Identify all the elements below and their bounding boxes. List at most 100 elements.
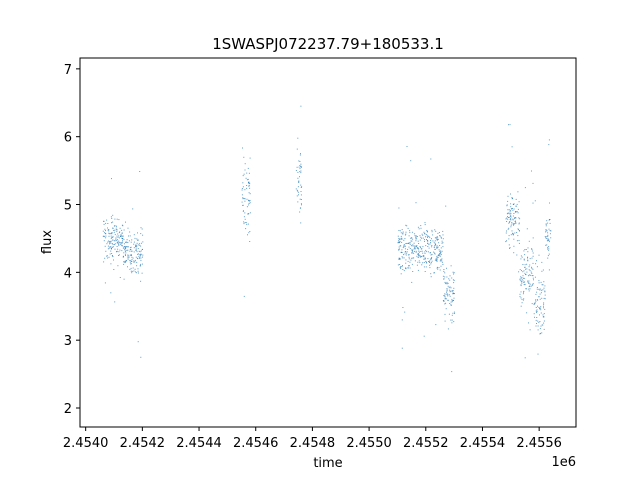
data-point bbox=[543, 328, 545, 330]
data-point bbox=[534, 276, 536, 278]
data-point bbox=[427, 258, 429, 260]
data-points bbox=[102, 105, 552, 373]
data-point bbox=[430, 242, 432, 243]
data-point bbox=[299, 171, 301, 173]
x-axis-offset-label: 1e6 bbox=[551, 455, 576, 470]
data-point bbox=[110, 250, 112, 252]
data-point bbox=[411, 249, 413, 251]
data-point bbox=[546, 220, 548, 222]
data-point bbox=[121, 245, 123, 247]
data-point bbox=[525, 268, 526, 270]
data-point bbox=[530, 285, 532, 287]
data-point bbox=[520, 276, 522, 278]
data-point bbox=[431, 246, 433, 248]
data-point bbox=[300, 172, 302, 174]
data-point bbox=[522, 293, 524, 295]
data-point bbox=[242, 205, 244, 206]
data-point bbox=[242, 175, 244, 177]
data-point bbox=[123, 252, 125, 254]
data-point bbox=[112, 239, 114, 241]
data-point bbox=[398, 258, 400, 259]
data-point bbox=[299, 154, 301, 156]
data-point bbox=[140, 257, 142, 259]
data-point bbox=[415, 251, 417, 253]
data-point bbox=[415, 245, 417, 247]
data-point bbox=[436, 246, 438, 248]
data-point bbox=[400, 232, 402, 234]
data-point bbox=[295, 170, 297, 171]
data-point bbox=[112, 255, 113, 257]
data-point bbox=[298, 181, 300, 183]
data-point bbox=[425, 236, 426, 238]
data-point bbox=[429, 252, 431, 254]
data-point bbox=[124, 248, 126, 250]
data-point bbox=[451, 322, 453, 324]
data-point bbox=[536, 317, 538, 318]
data-point bbox=[408, 254, 410, 256]
data-point bbox=[431, 229, 433, 231]
data-point bbox=[135, 244, 137, 246]
data-point bbox=[424, 258, 426, 260]
data-point bbox=[525, 288, 527, 290]
data-point bbox=[415, 248, 417, 250]
data-point bbox=[442, 238, 444, 240]
data-point bbox=[446, 288, 448, 290]
data-point bbox=[402, 232, 404, 234]
data-point bbox=[137, 258, 139, 260]
data-point bbox=[505, 218, 507, 220]
data-point bbox=[436, 247, 438, 249]
data-point bbox=[515, 198, 517, 200]
data-point bbox=[405, 224, 407, 226]
data-point bbox=[111, 178, 112, 180]
data-point bbox=[417, 247, 419, 248]
data-point bbox=[549, 230, 551, 232]
data-point bbox=[125, 254, 126, 256]
data-point bbox=[541, 297, 543, 299]
data-point bbox=[526, 268, 528, 270]
data-point bbox=[450, 287, 452, 289]
data-point bbox=[398, 246, 400, 248]
data-point bbox=[520, 284, 522, 286]
data-point bbox=[123, 261, 125, 263]
data-point bbox=[538, 321, 540, 323]
data-point bbox=[405, 233, 407, 235]
data-point bbox=[537, 325, 539, 327]
data-point bbox=[408, 242, 410, 244]
data-point bbox=[137, 253, 139, 255]
data-point bbox=[424, 252, 426, 254]
data-point bbox=[410, 259, 412, 261]
data-point bbox=[429, 262, 431, 263]
data-point bbox=[412, 238, 414, 240]
data-point bbox=[401, 238, 403, 240]
data-point bbox=[548, 249, 550, 251]
data-point bbox=[418, 251, 420, 253]
data-point bbox=[141, 249, 143, 250]
data-point bbox=[435, 258, 437, 260]
data-point bbox=[140, 356, 142, 358]
data-point bbox=[404, 234, 406, 236]
data-point bbox=[110, 246, 112, 248]
data-point bbox=[115, 238, 117, 240]
data-point bbox=[449, 275, 451, 277]
data-point bbox=[521, 302, 523, 304]
data-point bbox=[439, 245, 441, 246]
data-point bbox=[449, 303, 451, 304]
data-point bbox=[408, 254, 409, 256]
data-point bbox=[415, 240, 417, 242]
data-point bbox=[401, 266, 403, 268]
data-point bbox=[546, 240, 548, 242]
data-point bbox=[444, 276, 446, 278]
data-point bbox=[536, 299, 538, 301]
data-point bbox=[531, 284, 533, 286]
data-point bbox=[132, 208, 134, 210]
data-point bbox=[398, 207, 400, 209]
data-point bbox=[426, 230, 428, 232]
data-point bbox=[140, 280, 142, 282]
data-point bbox=[133, 243, 135, 245]
data-point bbox=[539, 308, 540, 310]
data-point bbox=[421, 255, 423, 257]
data-point bbox=[436, 245, 438, 247]
data-point bbox=[109, 243, 110, 245]
data-point bbox=[244, 169, 246, 171]
data-point bbox=[422, 237, 424, 239]
